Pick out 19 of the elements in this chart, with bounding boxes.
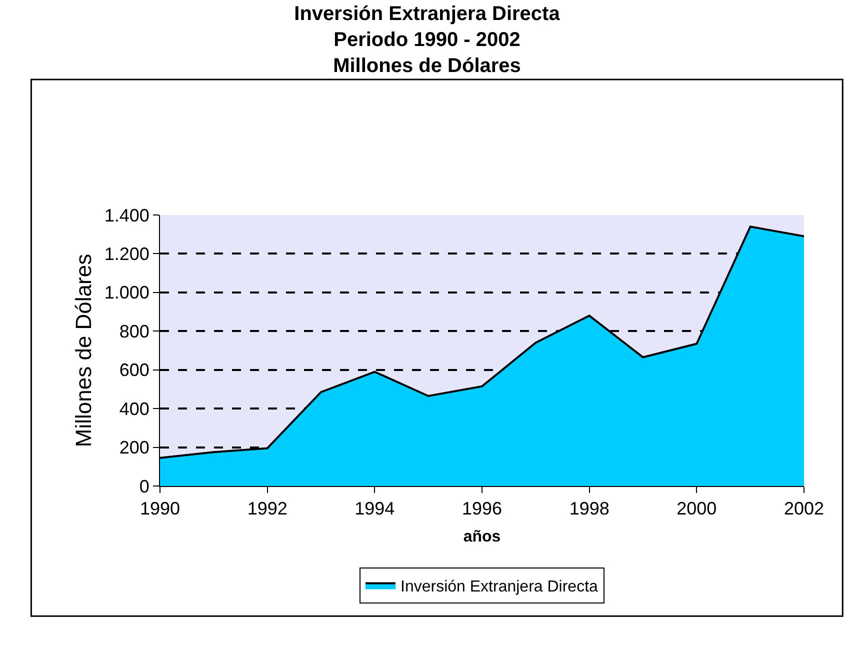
y-tick-label: 400: [119, 398, 150, 419]
y-tick-label: 600: [119, 360, 150, 380]
y-tick-label: 0: [139, 476, 150, 496]
x-tick-label: 1996: [462, 498, 502, 519]
x-tick-label: 2000: [676, 498, 717, 519]
y-tick-label: 1.400: [104, 205, 150, 226]
x-tick-label: 1994: [354, 498, 395, 519]
legend-label: Inversión Extranjera Directa: [400, 578, 598, 596]
chart-title: Inversión Extranjera Directa Periodo 1990 - 2002 Millones de Dólares: [294, 3, 561, 78]
x-axis-title: años: [463, 528, 501, 546]
x-tick-label: 2002: [784, 498, 824, 519]
y-tick-label: 1.200: [104, 244, 150, 264]
x-tick-label: 1998: [569, 498, 610, 519]
x-tick-label: 1990: [140, 498, 180, 519]
y-tick-label: 1.000: [104, 282, 150, 303]
y-tick-label: 800: [119, 321, 150, 342]
y-axis-title: Millones de Dólares: [71, 254, 96, 448]
x-tick-label: 1992: [247, 498, 288, 519]
y-tick-label: 200: [119, 438, 150, 458]
